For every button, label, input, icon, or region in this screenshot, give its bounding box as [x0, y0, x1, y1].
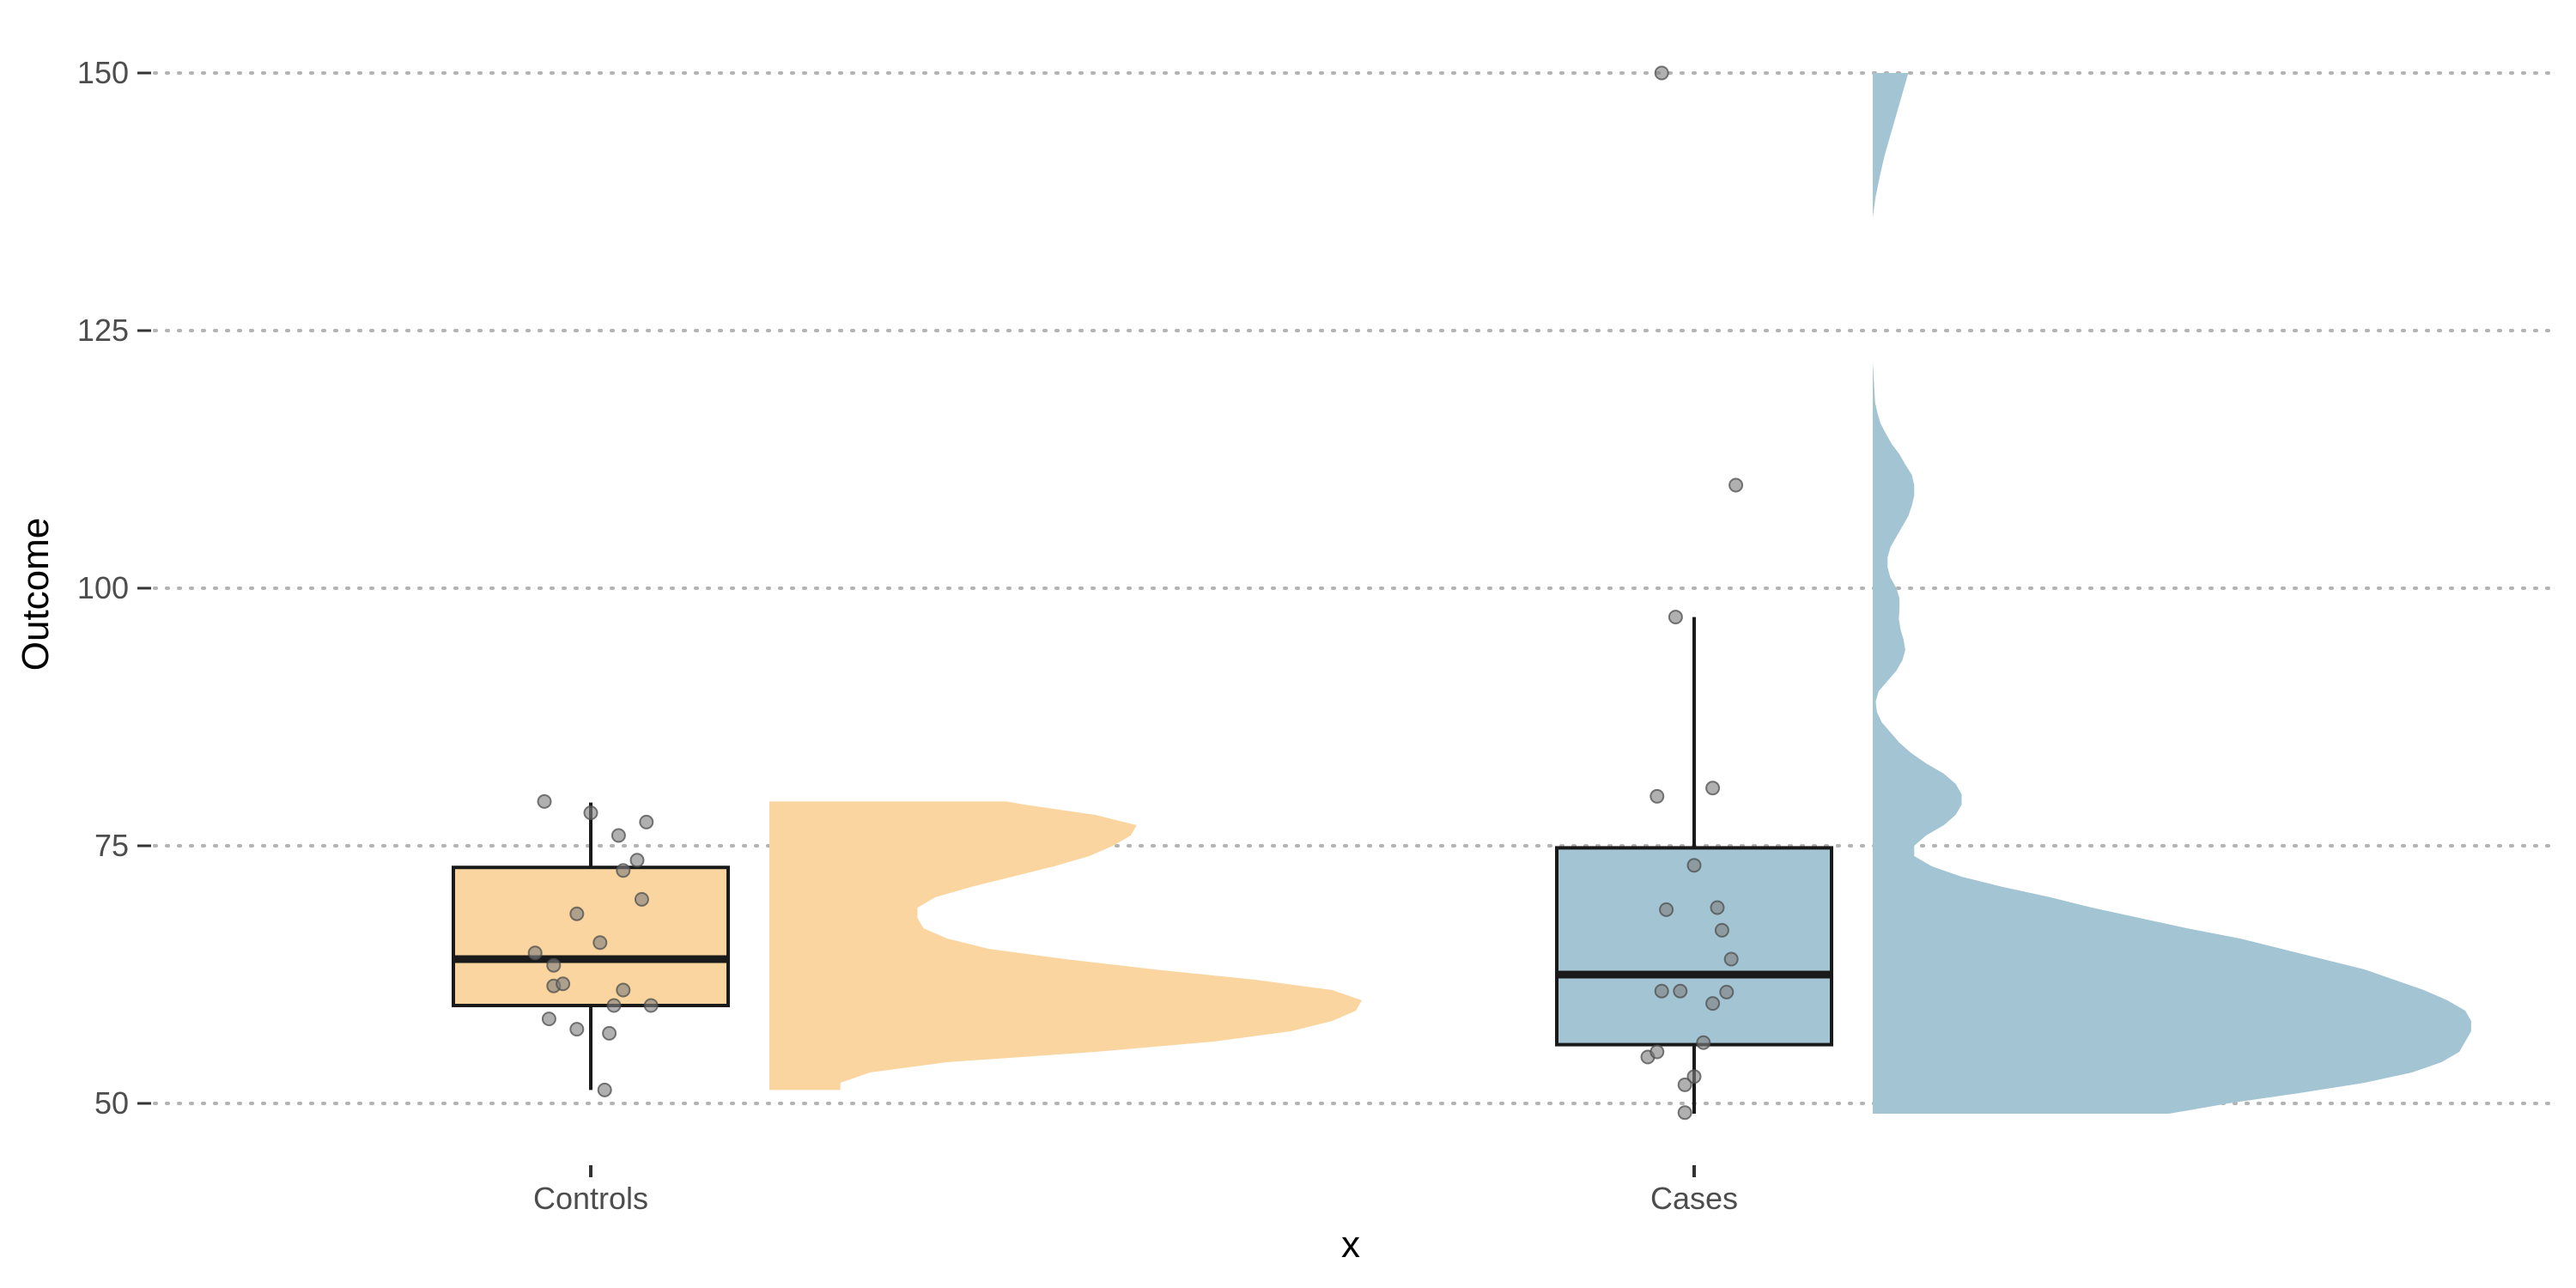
y-tick-label-50: 50 — [94, 1085, 129, 1121]
x-axis-title: x — [1341, 1224, 1360, 1266]
point-cases-13 — [1719, 984, 1735, 999]
point-cases-6 — [1659, 902, 1674, 917]
point-controls-2 — [611, 828, 626, 843]
y-tick-label-100: 100 — [77, 570, 129, 605]
point-cases-9 — [1723, 951, 1739, 967]
point-controls-18 — [602, 1025, 617, 1041]
point-cases-1 — [1728, 477, 1744, 493]
y-gridlines — [153, 71, 2561, 1105]
point-controls-8 — [592, 935, 608, 951]
point-cases-11 — [1673, 983, 1688, 999]
point-controls-12 — [556, 976, 571, 992]
point-controls-15 — [643, 998, 659, 1013]
point-cases-17 — [1686, 1069, 1702, 1084]
point-cases-8 — [1714, 922, 1729, 938]
point-cases-4 — [1649, 788, 1665, 804]
point-cases-19 — [1677, 1105, 1692, 1121]
x-tick-label-cases: Cases — [1650, 1181, 1738, 1216]
point-cases-0 — [1654, 65, 1669, 81]
y-axis-title: Outcome — [15, 518, 57, 671]
point-cases-18 — [1677, 1077, 1692, 1092]
point-cases-10 — [1654, 983, 1669, 999]
box-controls — [452, 866, 730, 1008]
density-cloud-cases — [1873, 73, 2471, 1114]
point-controls-13 — [616, 982, 631, 998]
point-controls-6 — [634, 891, 649, 907]
data-points — [527, 65, 1744, 1121]
y-tick-label-150: 150 — [77, 55, 129, 90]
point-controls-9 — [527, 945, 543, 961]
point-cases-12 — [1705, 996, 1721, 1012]
point-controls-16 — [541, 1012, 556, 1027]
box-cases — [1555, 846, 1833, 1047]
point-controls-0 — [537, 793, 552, 809]
y-tick-label-75: 75 — [94, 828, 129, 863]
point-controls-17 — [569, 1022, 585, 1037]
density-clouds — [769, 73, 2471, 1114]
point-controls-3 — [639, 814, 654, 829]
point-cases-16 — [1649, 1044, 1665, 1060]
point-cases-5 — [1686, 858, 1702, 873]
point-controls-19 — [597, 1082, 612, 1097]
density-cloud-controls — [769, 801, 1362, 1091]
point-controls-1 — [583, 805, 598, 821]
axes: 50 75 100 125 150 Controls Cases — [77, 55, 1738, 1216]
x-tick-label-controls: Controls — [533, 1181, 648, 1216]
point-cases-2 — [1668, 610, 1683, 625]
point-cases-14 — [1696, 1035, 1711, 1050]
y-tick-label-125: 125 — [77, 313, 129, 348]
point-controls-4 — [629, 853, 645, 868]
boxplots — [452, 617, 1833, 1114]
point-cases-7 — [1710, 900, 1725, 915]
point-controls-7 — [569, 906, 585, 921]
point-cases-3 — [1705, 781, 1721, 796]
point-controls-5 — [616, 863, 631, 878]
point-controls-14 — [606, 998, 622, 1013]
point-controls-10 — [546, 957, 562, 973]
